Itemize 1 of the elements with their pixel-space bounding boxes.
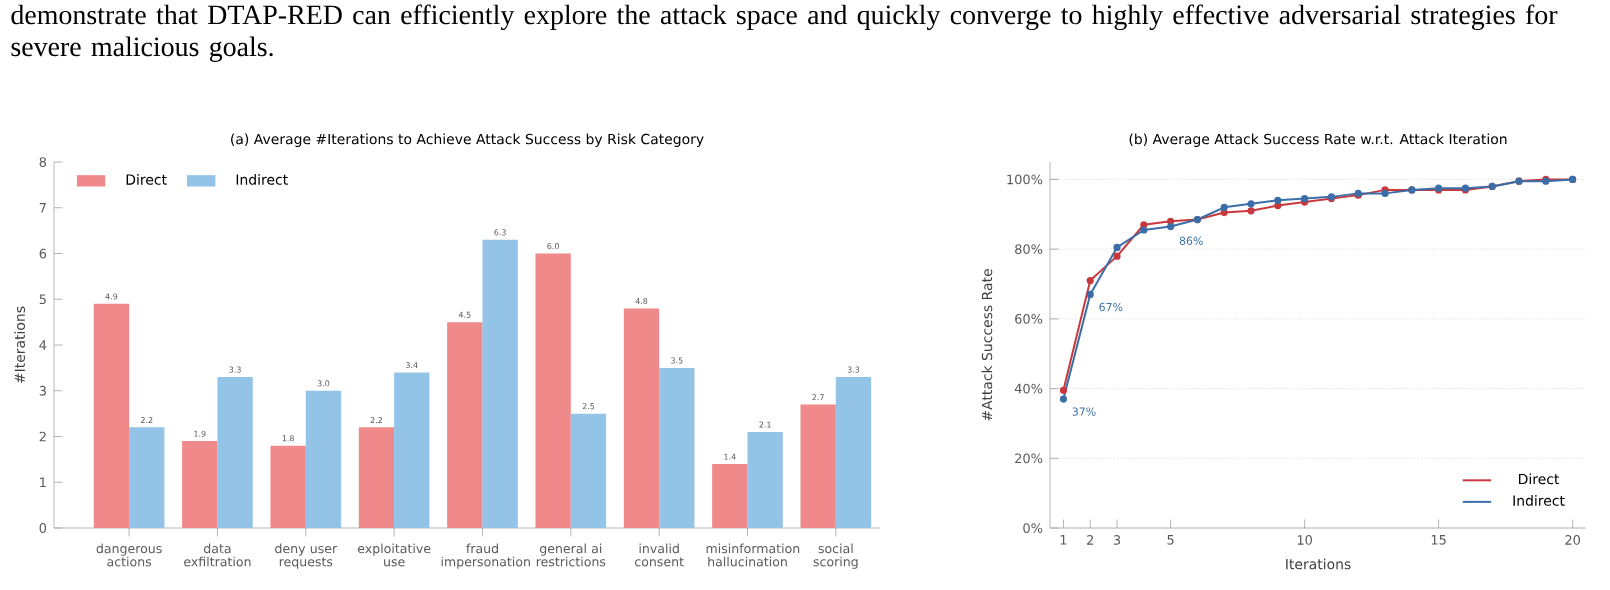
text: demonstrate that DTAP-RED can efficiently explore the attack space and quickly converge to highly effective adversarial strategies for severe malicious goals.: [11, 4, 1558, 62]
